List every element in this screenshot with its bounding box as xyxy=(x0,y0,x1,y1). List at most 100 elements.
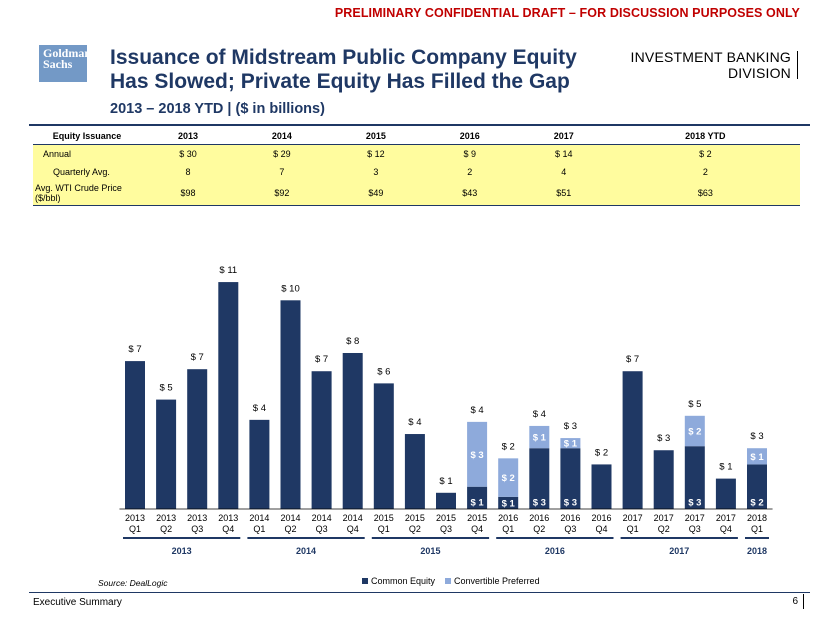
bar-common-equity xyxy=(715,478,736,509)
table-header-cell: 2014 xyxy=(234,127,329,145)
x-tick-year: 2016 xyxy=(560,513,580,523)
table-cell: $ 2 xyxy=(610,144,800,163)
equity-issuance-table: Equity Issuance 2013 2014 2015 2016 2017… xyxy=(33,127,800,206)
table-cell: $ 12 xyxy=(328,144,423,163)
bar-inner-label: $ 1 xyxy=(502,498,516,509)
x-tick-year: 2017 xyxy=(623,513,643,523)
bar-inner-label: $ 3 xyxy=(688,498,701,509)
x-tick-quarter: Q1 xyxy=(751,524,763,534)
x-tick-quarter: Q3 xyxy=(440,524,452,534)
bar-total-label: $ 3 xyxy=(657,433,670,444)
footer-rule xyxy=(29,592,810,593)
bar-total-label: $ 1 xyxy=(439,476,452,487)
bar-inner-label: $ 3 xyxy=(533,498,546,509)
year-group-label: 2015 xyxy=(420,546,440,556)
x-tick-quarter: Q1 xyxy=(502,524,514,534)
goldman-sachs-logo: Goldman Sachs xyxy=(39,45,91,82)
x-tick-quarter: Q2 xyxy=(284,524,296,534)
year-group-label: 2018 xyxy=(747,546,767,556)
x-tick-quarter: Q2 xyxy=(533,524,545,534)
table-cell: 7 xyxy=(234,163,329,181)
bar-common-equity xyxy=(467,486,488,509)
table-row: Quarterly Avg. 8 7 3 2 4 2 xyxy=(33,163,800,181)
year-group-label: 2017 xyxy=(669,546,689,556)
x-tick-year: 2015 xyxy=(467,513,487,523)
x-tick-year: 2017 xyxy=(654,513,674,523)
year-group-label: 2013 xyxy=(172,546,192,556)
x-tick-quarter: Q3 xyxy=(191,524,203,534)
bar-common-equity xyxy=(280,300,301,509)
x-tick-year: 2014 xyxy=(249,513,269,523)
x-tick-quarter: Q1 xyxy=(627,524,639,534)
bar-total-label: $ 11 xyxy=(219,265,237,276)
bar-inner-label: $ 3 xyxy=(470,450,483,461)
bar-total-label: $ 5 xyxy=(688,399,701,410)
bar-total-label: $ 4 xyxy=(253,403,266,414)
row-label: Avg. WTI Crude Price ($/bbl) xyxy=(33,181,141,206)
x-tick-quarter: Q1 xyxy=(378,524,390,534)
table-header-cell: 2016 xyxy=(422,127,517,145)
x-tick-quarter: Q3 xyxy=(316,524,328,534)
bar-common-equity xyxy=(684,446,705,509)
bar-common-equity xyxy=(187,369,208,509)
bar-total-label: $ 6 xyxy=(377,366,390,377)
x-tick-quarter: Q2 xyxy=(160,524,172,534)
x-tick-quarter: Q1 xyxy=(253,524,265,534)
table-cell: $ 9 xyxy=(422,144,517,163)
bar-convertible-preferred xyxy=(747,448,767,465)
bar-inner-label: $ 1 xyxy=(564,439,578,450)
bar-common-equity xyxy=(560,448,581,509)
bar-inner-label: $ 1 xyxy=(750,452,764,463)
bar-common-equity xyxy=(591,464,612,509)
x-tick-year: 2016 xyxy=(529,513,549,523)
bar-total-label: $ 2 xyxy=(502,441,515,452)
table-cell: 2 xyxy=(422,163,517,181)
row-label: Quarterly Avg. xyxy=(33,163,141,181)
header-rule xyxy=(29,124,810,126)
x-tick-year: 2015 xyxy=(405,513,425,523)
x-tick-year: 2017 xyxy=(685,513,705,523)
x-tick-quarter: Q2 xyxy=(658,524,670,534)
bar-inner-label: $ 3 xyxy=(564,498,577,509)
table-cell: $ 29 xyxy=(234,144,329,163)
table-cell: $63 xyxy=(610,181,800,206)
bar-inner-label: $ 2 xyxy=(750,498,763,509)
table-header-cell: Equity Issuance xyxy=(33,127,141,145)
table-header-cell: 2013 xyxy=(141,127,235,145)
table-cell: $98 xyxy=(141,181,235,206)
legend-item-common: Common Equity xyxy=(362,576,435,586)
bar-total-label: $ 2 xyxy=(595,447,608,458)
x-tick-quarter: Q4 xyxy=(471,524,483,534)
row-label: Annual xyxy=(33,144,141,163)
table-cell: $ 30 xyxy=(141,144,235,163)
year-group-label: 2014 xyxy=(296,546,316,556)
x-tick-year: 2015 xyxy=(436,513,456,523)
bar-total-label: $ 7 xyxy=(128,344,141,355)
x-tick-quarter: Q4 xyxy=(595,524,607,534)
table-row: Avg. WTI Crude Price ($/bbl) $98 $92 $49… xyxy=(33,181,800,206)
bar-convertible-preferred xyxy=(684,415,705,447)
table-cell: 8 xyxy=(141,163,235,181)
x-tick-year: 2013 xyxy=(187,513,207,523)
x-tick-quarter: Q1 xyxy=(129,524,141,534)
bar-total-label: $ 10 xyxy=(281,283,300,294)
page-title: Issuance of Midstream Public Company Equ… xyxy=(110,46,577,93)
table-row: Annual $ 30 $ 29 $ 12 $ 9 $ 14 $ 2 xyxy=(33,144,800,163)
table-cell: $49 xyxy=(328,181,423,206)
x-tick-year: 2014 xyxy=(312,513,332,523)
bar-inner-label: $ 1 xyxy=(470,498,484,509)
footer-section: Executive Summary xyxy=(33,597,122,608)
x-tick-quarter: Q2 xyxy=(409,524,421,534)
bar-total-label: $ 4 xyxy=(470,405,483,416)
table-cell: $92 xyxy=(234,181,329,206)
legend-item-convertible: Convertible Preferred xyxy=(445,576,540,586)
bar-common-equity xyxy=(622,371,643,509)
bar-common-equity xyxy=(404,434,425,509)
table-cell: 2 xyxy=(610,163,800,181)
x-tick-quarter: Q4 xyxy=(347,524,359,534)
bar-total-label: $ 5 xyxy=(159,383,172,394)
table-header-row: Equity Issuance 2013 2014 2015 2016 2017… xyxy=(33,127,800,145)
page-subtitle: 2013 – 2018 YTD | ($ in billions) xyxy=(110,101,325,117)
x-tick-year: 2013 xyxy=(156,513,176,523)
